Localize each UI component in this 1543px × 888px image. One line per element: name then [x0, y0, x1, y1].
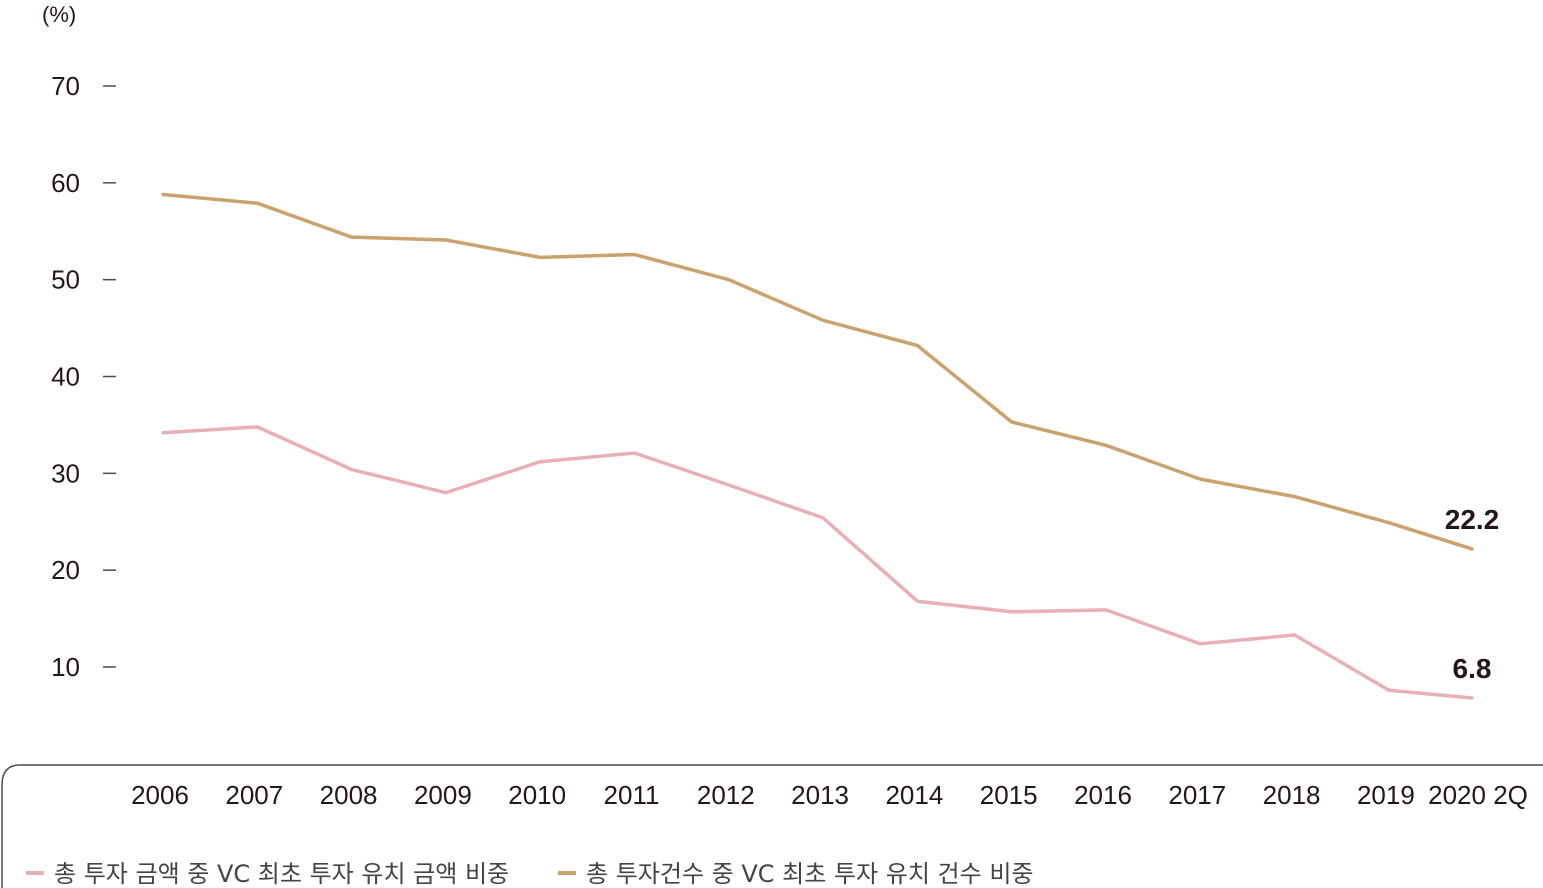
- x-axis: 2006 2007 2008 2009 2010 2011 2012 2013 2014 2015…: [131, 780, 1528, 810]
- y-tick-label: 60: [51, 168, 80, 198]
- series-layer: 6.8 22.2: [161, 192, 1500, 700]
- x-tick-label: 2008: [320, 780, 378, 810]
- legend-label-2: 총 투자건수 중 VC 최초 투자 유치 건수 비중: [586, 860, 1034, 888]
- y-tick-label: 10: [51, 652, 80, 682]
- series-end-label-2: 22.2: [1445, 504, 1500, 535]
- x-tick-label: 2015: [980, 780, 1038, 810]
- series-end-label-1: 6.8: [1453, 653, 1492, 684]
- legend: 총 투자 금액 중 VC 최초 투자 유치 금액 비중 총 투자건수 중 VC 최…: [26, 860, 1034, 888]
- x-tick-label: 2018: [1263, 780, 1321, 810]
- x-tick-label: 2016: [1074, 780, 1132, 810]
- y-axis: 70 60 50 40 30 20 10: [51, 71, 116, 682]
- y-tick-label: 40: [51, 362, 80, 392]
- x-tick-label: 2007: [225, 780, 283, 810]
- series-line-1: [161, 425, 1474, 700]
- x-tick-label: 2020 2Q: [1428, 780, 1528, 810]
- y-tick-label: 50: [51, 265, 80, 295]
- x-tick-label: 2014: [885, 780, 943, 810]
- x-tick-label: 2013: [791, 780, 849, 810]
- x-tick-label: 2010: [508, 780, 566, 810]
- x-tick-label: 2006: [131, 780, 189, 810]
- legend-label-1: 총 투자 금액 중 VC 최초 투자 유치 금액 비중: [54, 860, 509, 888]
- x-tick-label: 2011: [604, 780, 660, 810]
- y-tick-label: 20: [51, 555, 80, 585]
- x-tick-label: 2009: [414, 780, 472, 810]
- series-line-2: [161, 192, 1474, 551]
- x-tick-label: 2019: [1357, 780, 1415, 810]
- y-axis-unit-label: (%): [42, 2, 76, 27]
- y-tick-label: 70: [51, 71, 80, 101]
- y-tick-label: 30: [51, 458, 80, 488]
- x-axis-frame: [1, 764, 1543, 888]
- x-tick-label: 2012: [697, 780, 755, 810]
- x-tick-label: 2017: [1168, 780, 1226, 810]
